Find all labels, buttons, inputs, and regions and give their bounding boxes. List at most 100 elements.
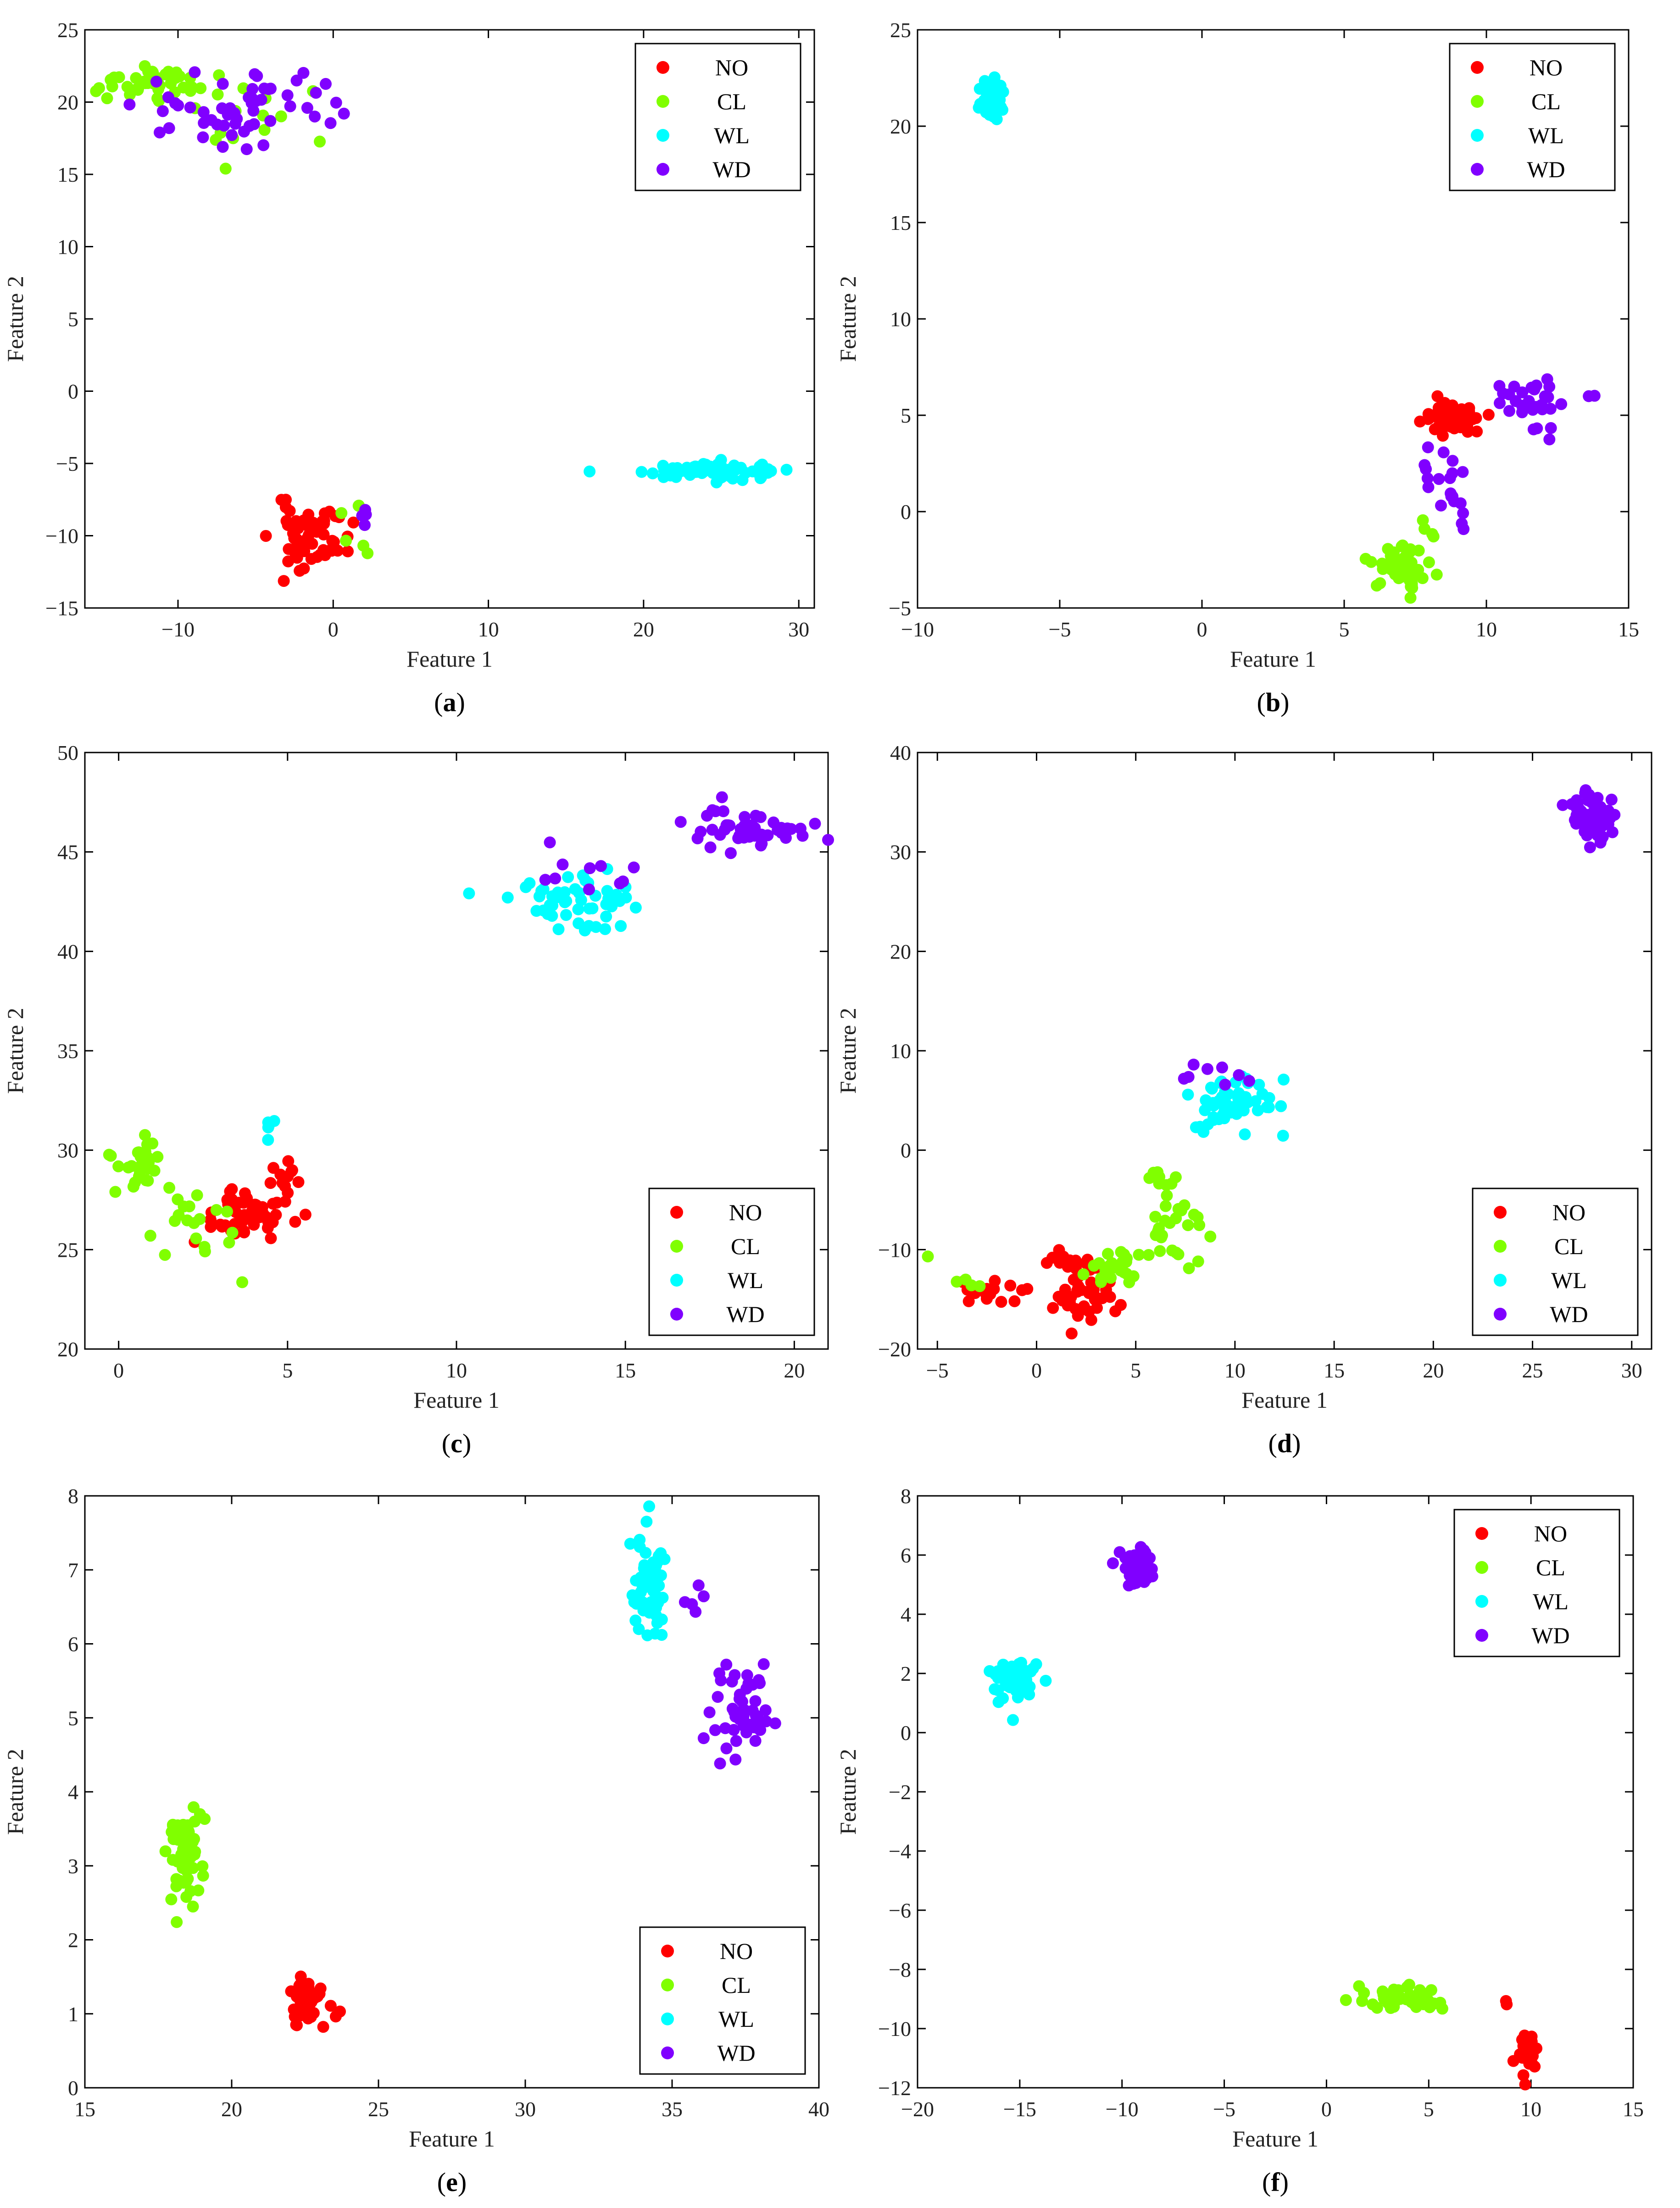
legend-marker-wd (1471, 163, 1484, 176)
data-point-cl (180, 1865, 193, 1877)
data-point-wl (648, 1582, 661, 1595)
legend-marker-no (656, 61, 669, 74)
data-point-wd (217, 141, 229, 153)
data-point-cl (1142, 1249, 1155, 1261)
y-tick-label: 20 (57, 1338, 78, 1361)
data-point-no (290, 533, 303, 545)
data-point-cl (196, 1860, 209, 1873)
data-point-wl (262, 1134, 274, 1146)
data-point-wd (248, 118, 260, 130)
data-point-wl (1239, 1096, 1252, 1109)
data-point-wd (358, 519, 371, 531)
data-point-wd (822, 834, 834, 846)
data-point-wd (697, 1590, 710, 1602)
data-point-wd (309, 110, 321, 123)
panel-caption: (a) (434, 687, 465, 717)
y-tick-label: 6 (68, 1633, 78, 1656)
data-point-wd (730, 1735, 742, 1747)
data-point-wd (1555, 398, 1568, 410)
data-point-cl (121, 81, 134, 93)
data-point-wl (573, 917, 585, 930)
y-tick-label: 10 (57, 235, 78, 259)
data-point-wl (656, 1613, 668, 1626)
data-point-wd (330, 96, 342, 109)
data-point-cl (1159, 1200, 1172, 1212)
data-point-no (280, 493, 292, 506)
data-point-wd (211, 118, 223, 131)
data-point-no (282, 1155, 295, 1167)
legend: NO CL WL WD (1453, 1509, 1620, 1657)
data-point-wl (1194, 1121, 1206, 1133)
data-point-wd (740, 1726, 752, 1739)
data-point-wd (1433, 473, 1445, 485)
data-point-no (1072, 1280, 1085, 1293)
data-point-wd (1243, 1075, 1256, 1087)
data-point-wd (338, 107, 350, 120)
data-point-cl (1416, 572, 1429, 585)
x-tick-label: 10 (1520, 2097, 1541, 2121)
data-point-wd (769, 1717, 781, 1729)
data-point-wd (1113, 1546, 1126, 1558)
data-point-wd (197, 131, 209, 144)
data-point-cl (165, 1893, 178, 1906)
y-axis-title: Feature 2 (2, 1749, 28, 1834)
y-tick-label: 5 (68, 307, 78, 331)
data-point-cl (1106, 1257, 1118, 1269)
data-point-wd (184, 101, 196, 114)
legend-label-cl: CL (1554, 1233, 1584, 1259)
data-point-wl (987, 87, 1000, 100)
data-point-wd (713, 1667, 726, 1679)
data-point-wd (156, 105, 169, 117)
data-point-no (1085, 1314, 1097, 1326)
y-tick-label: 0 (68, 2076, 78, 2100)
y-tick-label: 15 (890, 211, 911, 234)
data-point-wd (163, 122, 175, 134)
x-tick-label: 30 (1621, 1359, 1642, 1382)
data-point-wl (624, 1538, 636, 1550)
y-tick-label: 45 (57, 841, 78, 864)
legend-marker-wl (670, 1274, 683, 1287)
panel-caption: (e) (437, 2167, 467, 2197)
data-point-wl (572, 903, 584, 915)
legend-label-no: NO (720, 1938, 753, 1964)
data-point-wd (717, 805, 729, 817)
data-point-wd (697, 1732, 710, 1745)
legend-label-wd: WD (1550, 1301, 1588, 1327)
data-point-no (306, 538, 318, 550)
data-point-no (1064, 1296, 1076, 1309)
x-axis-title: Feature 1 (1230, 646, 1316, 672)
data-point-cl (125, 1160, 138, 1172)
legend-marker-cl (1494, 1240, 1507, 1253)
x-tick-label: 5 (282, 1359, 293, 1382)
data-point-wd (595, 860, 607, 872)
data-point-cl (1370, 580, 1383, 592)
data-point-cl (192, 1884, 205, 1896)
data-point-cl (1152, 1225, 1164, 1238)
data-point-cl (258, 124, 271, 136)
data-point-wd (284, 100, 296, 112)
data-point-wd (324, 117, 337, 129)
data-point-wl (1252, 1104, 1264, 1116)
legend-marker-cl (1475, 1561, 1488, 1574)
data-point-no (282, 1187, 294, 1199)
legend: NO CL WL WD (634, 43, 801, 191)
y-tick-label: −15 (45, 597, 78, 620)
y-tick-label: 4 (68, 1780, 78, 1804)
data-point-wl (634, 1586, 647, 1598)
data-point-wd (1527, 423, 1540, 435)
data-point-wd (794, 822, 807, 835)
x-tick-label: −10 (901, 618, 934, 641)
data-point-wl (997, 1692, 1009, 1705)
data-point-no (221, 1194, 234, 1207)
data-point-no (329, 2010, 342, 2023)
x-tick-label: 5 (1339, 618, 1350, 641)
data-point-no (347, 516, 360, 529)
data-point-wd (752, 1674, 765, 1686)
data-point-cl (1153, 1177, 1165, 1190)
data-point-cl (1191, 1211, 1204, 1223)
legend: NO CL WL WD (1472, 1188, 1639, 1336)
data-point-wd (231, 112, 243, 125)
data-point-wl (262, 1116, 274, 1129)
x-tick-label: 0 (113, 1359, 124, 1382)
data-point-wd (704, 841, 717, 853)
